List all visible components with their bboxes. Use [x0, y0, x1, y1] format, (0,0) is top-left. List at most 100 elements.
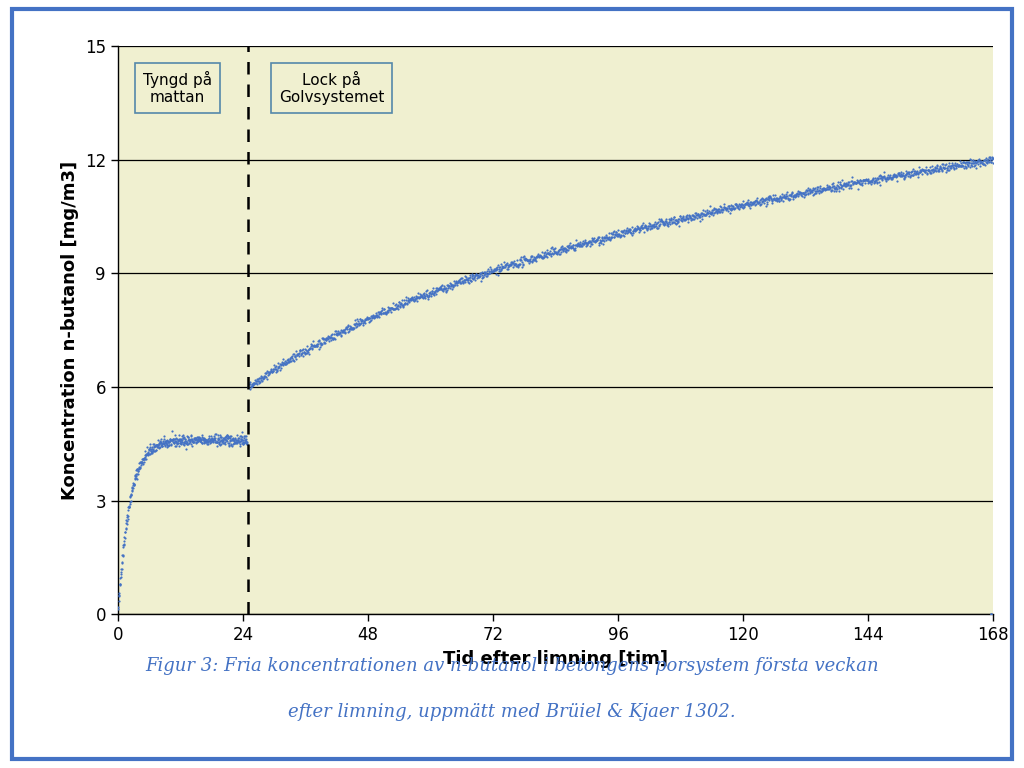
Point: [818, 183, 835, 195]
Point: [583, 237, 599, 250]
Point: [355, 316, 372, 328]
Point: [632, 224, 648, 237]
Point: [511, 253, 527, 265]
Point: [740, 198, 757, 210]
Point: [383, 302, 399, 314]
Point: [974, 155, 990, 167]
Point: [493, 263, 509, 276]
Point: [731, 200, 748, 213]
Point: [915, 164, 932, 177]
Point: [663, 213, 679, 225]
Point: [796, 190, 812, 203]
Point: [451, 274, 467, 286]
Point: [975, 157, 991, 170]
Point: [957, 162, 974, 174]
Point: [876, 170, 892, 182]
Point: [257, 367, 273, 379]
Point: [690, 207, 707, 220]
Point: [410, 290, 426, 303]
Point: [217, 436, 233, 449]
Point: [952, 160, 969, 172]
Point: [841, 175, 857, 187]
Point: [380, 304, 396, 316]
Point: [222, 432, 239, 445]
Point: [140, 446, 157, 458]
Point: [357, 313, 374, 326]
Point: [820, 180, 837, 193]
Point: [294, 346, 310, 359]
Point: [966, 160, 982, 172]
Point: [895, 167, 911, 180]
Point: [634, 219, 650, 231]
Point: [537, 250, 553, 262]
Point: [841, 178, 857, 190]
Point: [360, 313, 377, 326]
Point: [652, 214, 669, 226]
Point: [466, 269, 482, 281]
Point: [142, 446, 159, 458]
Point: [316, 336, 333, 348]
Point: [294, 347, 310, 359]
Point: [911, 161, 928, 173]
Point: [318, 334, 335, 346]
Point: [573, 237, 590, 250]
Point: [766, 193, 782, 205]
Point: [970, 158, 986, 170]
Point: [982, 607, 998, 620]
Point: [115, 538, 131, 551]
Point: [169, 438, 185, 450]
Point: [938, 166, 954, 178]
Point: [324, 331, 340, 343]
Point: [620, 226, 636, 238]
Point: [197, 435, 213, 447]
Point: [437, 285, 454, 297]
Point: [623, 226, 639, 238]
Point: [540, 247, 556, 259]
Point: [385, 303, 401, 315]
Point: [791, 188, 807, 200]
Point: [910, 166, 927, 178]
Point: [895, 168, 911, 180]
Point: [258, 371, 274, 383]
Point: [203, 436, 219, 449]
Point: [746, 195, 763, 207]
Point: [961, 157, 977, 170]
Point: [513, 257, 529, 269]
Point: [450, 276, 466, 288]
Point: [756, 194, 772, 207]
Point: [145, 444, 162, 456]
Point: [567, 242, 584, 254]
Point: [713, 201, 729, 214]
Point: [580, 238, 596, 250]
Point: [171, 434, 187, 446]
Point: [263, 365, 280, 377]
Point: [234, 436, 251, 449]
Point: [306, 339, 323, 352]
Point: [814, 185, 830, 197]
Point: [351, 313, 368, 326]
Point: [873, 174, 890, 186]
Point: [936, 161, 952, 174]
Point: [174, 433, 190, 445]
Point: [894, 169, 910, 181]
Point: [271, 360, 288, 372]
Point: [188, 434, 205, 446]
Point: [717, 202, 733, 214]
Point: [347, 320, 364, 333]
Point: [369, 310, 385, 322]
Point: [193, 432, 209, 445]
Point: [423, 285, 439, 297]
Point: [392, 300, 409, 312]
Point: [765, 188, 781, 200]
Point: [840, 176, 856, 188]
Point: [912, 166, 929, 178]
Point: [861, 176, 878, 188]
Point: [579, 237, 595, 250]
Point: [759, 193, 775, 205]
Point: [513, 251, 529, 263]
Point: [141, 448, 158, 460]
Point: [688, 211, 705, 223]
Point: [464, 270, 480, 282]
Point: [632, 222, 648, 234]
Point: [147, 444, 164, 456]
